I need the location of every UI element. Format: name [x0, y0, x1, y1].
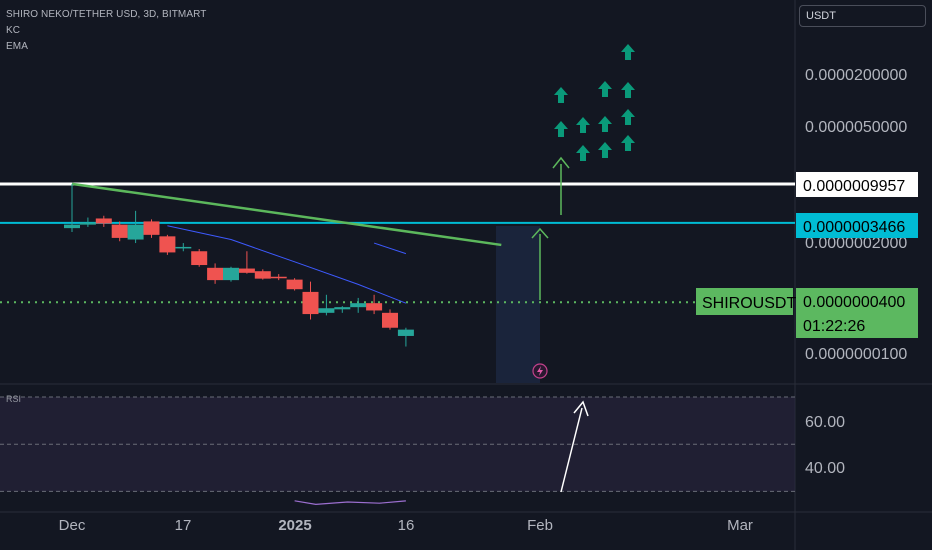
candle-body[interactable]: [143, 221, 160, 235]
rsi-axis-label-60: 60.00: [805, 414, 845, 431]
candle-body[interactable]: [191, 251, 208, 266]
rsi-axis-label-40: 40.00: [805, 460, 845, 477]
candle-body[interactable]: [318, 308, 335, 313]
up-arrow-icon: [576, 145, 590, 161]
candle-body[interactable]: [382, 312, 398, 328]
candle-body[interactable]: [270, 276, 287, 279]
symbol-tag-text: SHIROUSDT: [702, 295, 796, 312]
cyan-line-price-tag: [796, 213, 918, 238]
price-axis-label: 0.0000002000: [805, 235, 907, 252]
time-axis-label: 2025: [278, 517, 311, 534]
candle-body[interactable]: [254, 271, 271, 279]
measure-arrow-head: [531, 227, 549, 239]
up-arrow-icon: [621, 135, 635, 151]
last-price-text: 0.0000000400: [803, 294, 905, 311]
candle-body[interactable]: [350, 303, 367, 308]
candle-body[interactable]: [207, 267, 224, 281]
rsi-annotation-arrow-shaft: [560, 407, 583, 493]
candle-body[interactable]: [127, 224, 144, 240]
candle-body[interactable]: [175, 246, 192, 249]
up-arrow-icon: [598, 116, 612, 132]
candle-body[interactable]: [95, 218, 112, 224]
price-axis-label: 0.0000200000: [805, 67, 907, 84]
candle-body[interactable]: [159, 236, 176, 253]
up-arrow-icon: [576, 117, 590, 133]
projection-arrow-head: [552, 156, 570, 169]
current-range-highlight: [496, 226, 540, 383]
time-axis-label: Mar: [727, 517, 753, 534]
candle-body[interactable]: [286, 279, 303, 290]
time-axis-label: Dec: [59, 517, 86, 534]
up-arrow-icon: [554, 121, 568, 137]
candle-body[interactable]: [64, 224, 80, 229]
cyan-line-price-text: 0.0000003466: [803, 219, 905, 236]
price-axis-label: 0.0000000100: [805, 346, 907, 363]
candle-body[interactable]: [238, 268, 255, 273]
indicator-kc-label[interactable]: KC: [6, 25, 21, 36]
time-axis-label: Feb: [527, 517, 553, 534]
symbol-title: SHIRO NEKO/TETHER USD, 3D, BITMART: [6, 9, 207, 20]
candle-body[interactable]: [223, 267, 239, 281]
candle-body[interactable]: [111, 224, 128, 238]
white-line-price-tag: [796, 172, 918, 197]
bar-countdown-text: 01:22:26: [803, 318, 865, 335]
rsi-band-fill: [0, 397, 795, 492]
up-arrow-icon: [621, 109, 635, 125]
last-price-tag: [796, 288, 918, 338]
up-arrow-icon: [598, 81, 612, 97]
kc-band-line: [373, 242, 407, 255]
candle-body[interactable]: [334, 307, 351, 310]
candle-body[interactable]: [366, 303, 383, 311]
up-arrow-icon: [598, 142, 612, 158]
indicator-ema-label[interactable]: EMA: [6, 41, 28, 52]
time-axis-label: 16: [398, 517, 415, 534]
candle-body[interactable]: [79, 222, 96, 225]
lightning-icon-glyph: [537, 366, 543, 376]
up-arrow-icon: [621, 44, 635, 60]
price-axis-label: 0.0000050000: [805, 119, 907, 136]
rsi-line: [294, 500, 406, 505]
up-arrow-icon: [554, 87, 568, 103]
descending-trendline[interactable]: [71, 182, 502, 247]
up-arrow-icon: [621, 82, 635, 98]
candle-body[interactable]: [302, 291, 319, 315]
symbol-tag: [696, 288, 793, 315]
rsi-label: RSI: [6, 394, 21, 404]
rsi-annotation-arrow-head: [573, 400, 589, 417]
white-line-price-text: 0.0000009957: [803, 178, 905, 195]
time-axis-label: 17: [175, 517, 192, 534]
ema-line: [167, 225, 407, 304]
currency-selector[interactable]: USDT: [799, 5, 926, 27]
candle-body[interactable]: [397, 329, 414, 336]
